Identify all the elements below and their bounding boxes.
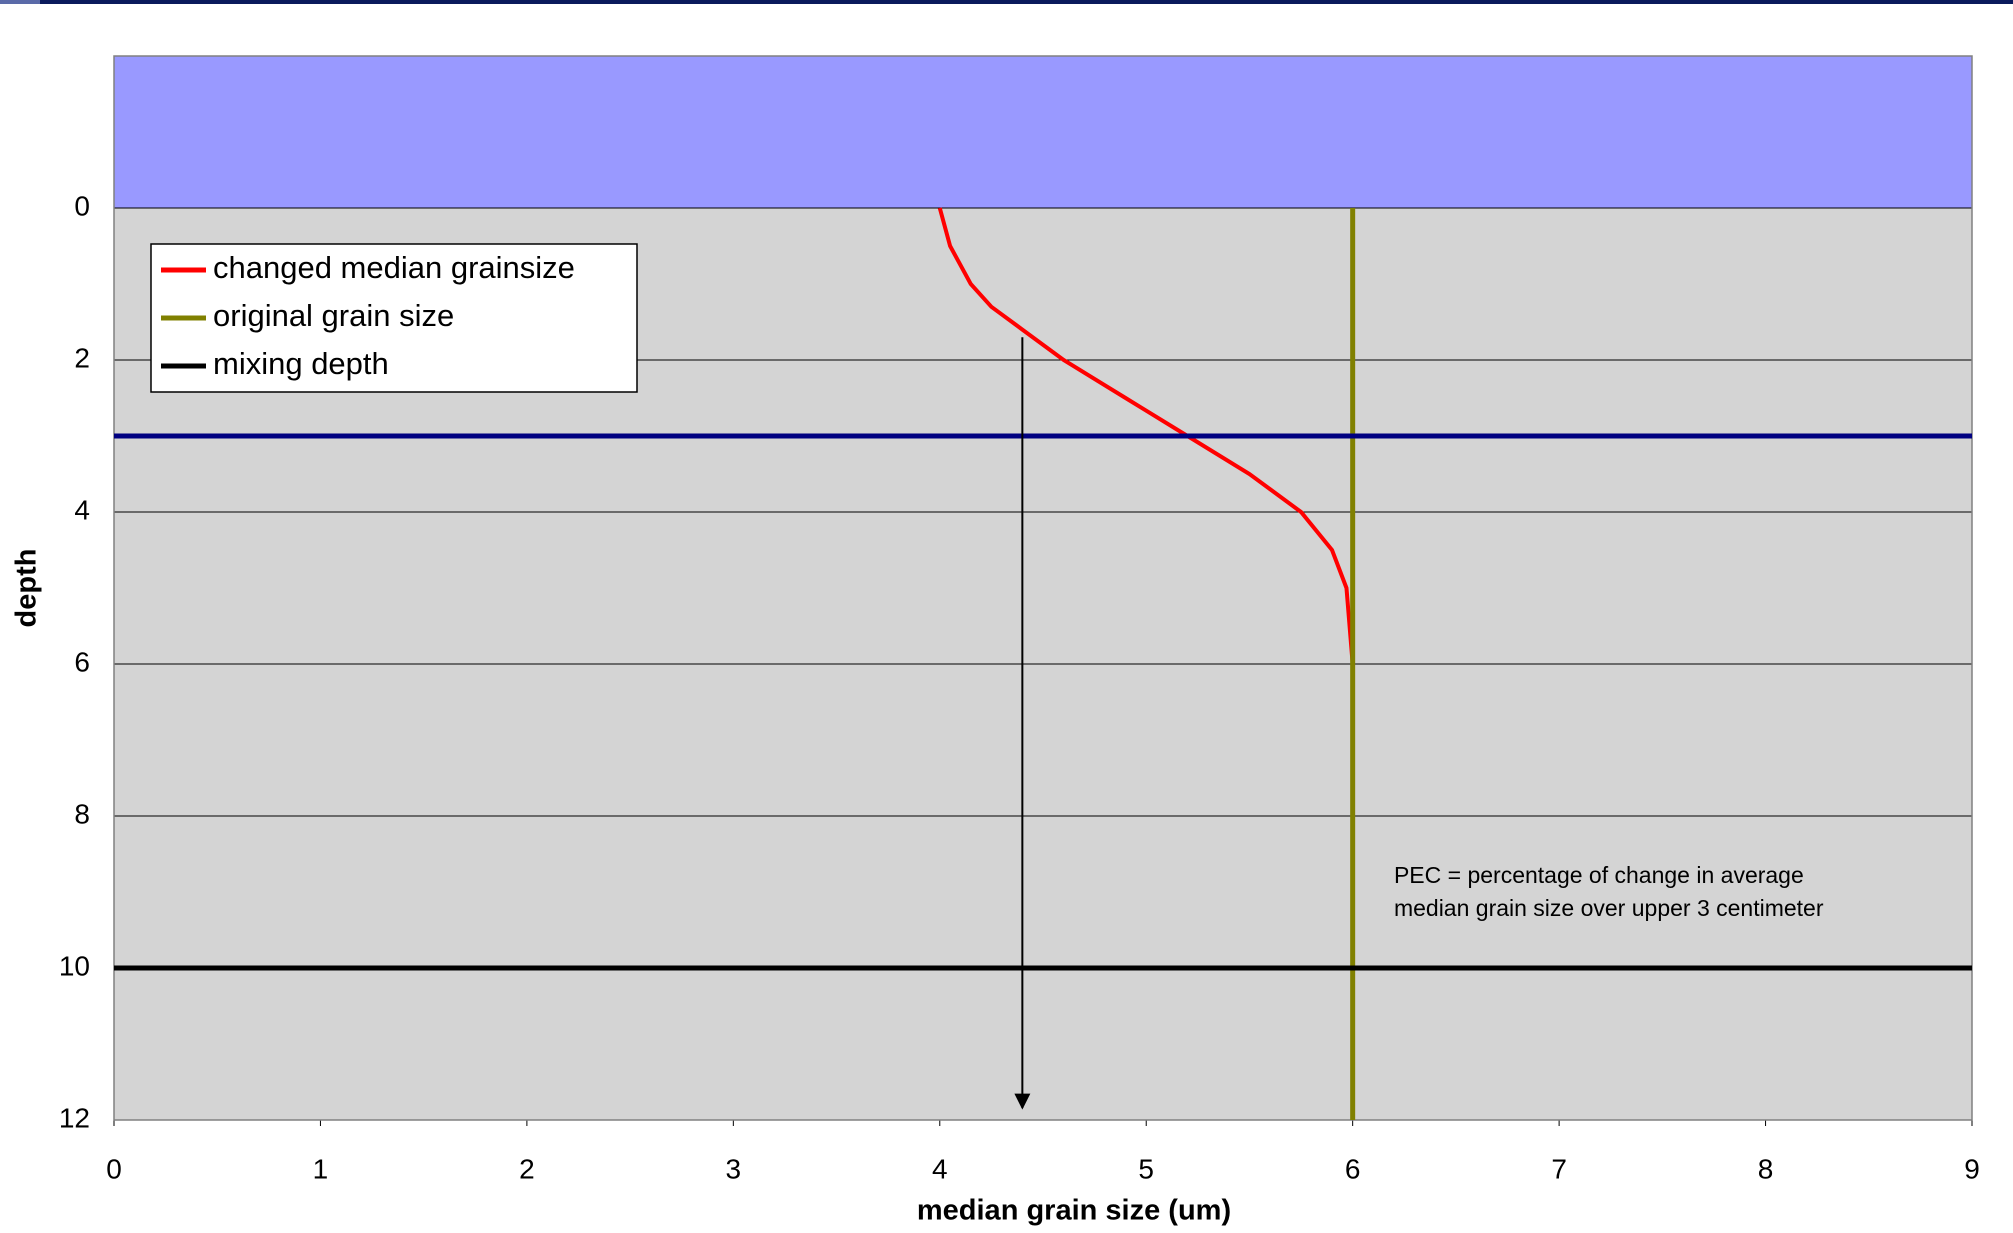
y-axis-label: depth bbox=[11, 549, 43, 628]
shaded-region bbox=[114, 56, 1972, 208]
annotation: PEC = percentage of change in average bbox=[1394, 862, 1804, 888]
y-tick-label: 10 bbox=[59, 950, 90, 981]
top-bar-accent bbox=[0, 0, 40, 4]
x-tick-label: 7 bbox=[1551, 1153, 1567, 1184]
annotation: median grain size over upper 3 centimete… bbox=[1394, 895, 1824, 921]
x-tick-label: 1 bbox=[313, 1153, 329, 1184]
legend-label: mixing depth bbox=[213, 346, 389, 381]
y-tick-label: 8 bbox=[74, 798, 90, 829]
top-bar bbox=[0, 0, 2013, 4]
x-axis-label: median grain size (um) bbox=[917, 1195, 1231, 1227]
series-line bbox=[937, 207, 1355, 740]
x-tick-label: 6 bbox=[1345, 1153, 1361, 1184]
y-tick-label: 0 bbox=[74, 190, 90, 221]
x-tick-label: 9 bbox=[1964, 1153, 1980, 1184]
y-tick-label: 2 bbox=[74, 342, 90, 373]
x-tick-label: 3 bbox=[726, 1153, 742, 1184]
plot-area bbox=[114, 56, 1972, 1120]
y-tick-label: 12 bbox=[59, 1102, 90, 1133]
plot-border bbox=[113, 55, 1973, 1121]
y-tick-label: 4 bbox=[74, 494, 90, 525]
x-tick-label: 0 bbox=[106, 1153, 122, 1184]
x-tick-label: 2 bbox=[519, 1153, 535, 1184]
x-tick-label: 4 bbox=[932, 1153, 948, 1184]
legend-box bbox=[150, 243, 638, 393]
x-tick-label: 5 bbox=[1138, 1153, 1154, 1184]
legend-label: changed median grainsize bbox=[213, 250, 575, 285]
x-tick-label: 8 bbox=[1758, 1153, 1774, 1184]
legend-label: original grain size bbox=[213, 298, 454, 333]
y-tick-label: 6 bbox=[74, 646, 90, 677]
